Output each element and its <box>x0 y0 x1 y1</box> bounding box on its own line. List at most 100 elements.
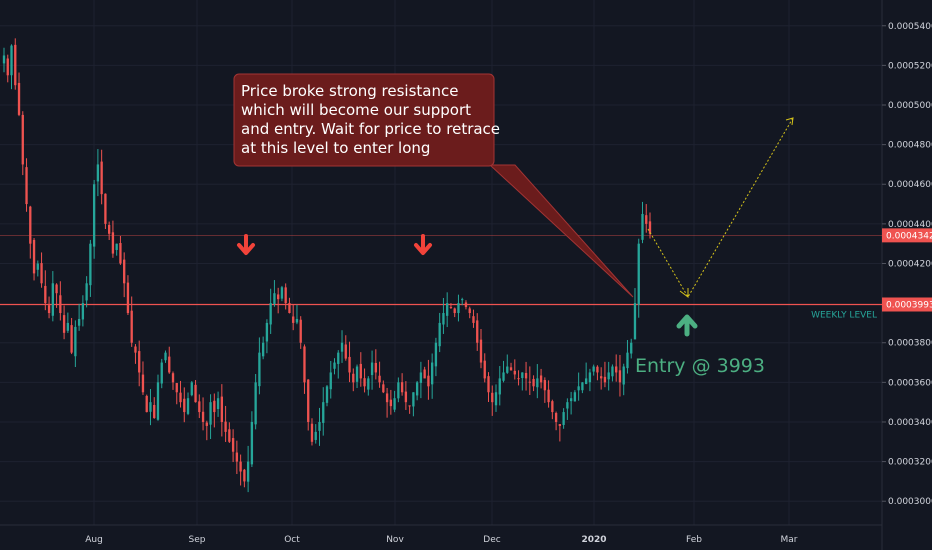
candle[interactable] <box>201 397 205 431</box>
candle[interactable] <box>479 328 483 369</box>
candle[interactable] <box>389 389 393 415</box>
candle[interactable] <box>164 350 167 363</box>
candle[interactable] <box>528 366 531 396</box>
candle[interactable] <box>314 424 317 444</box>
candle[interactable] <box>453 307 456 318</box>
candle[interactable] <box>554 411 558 431</box>
candle[interactable] <box>400 373 404 396</box>
candle[interactable] <box>536 364 539 399</box>
candle[interactable] <box>85 276 88 308</box>
candle[interactable] <box>14 38 17 90</box>
candle[interactable] <box>359 352 362 387</box>
candle[interactable] <box>74 320 77 368</box>
candle[interactable] <box>141 361 145 395</box>
candle[interactable] <box>622 363 625 396</box>
candle[interactable] <box>51 271 54 322</box>
candle[interactable] <box>111 220 115 258</box>
candle[interactable] <box>427 359 430 400</box>
candle[interactable] <box>303 344 306 394</box>
candle[interactable] <box>130 296 133 347</box>
candle[interactable] <box>25 158 28 212</box>
candle[interactable] <box>517 370 520 386</box>
candle[interactable] <box>329 360 332 399</box>
candles[interactable] <box>2 38 652 493</box>
candle[interactable] <box>66 312 70 333</box>
candle[interactable] <box>543 377 547 403</box>
candle[interactable] <box>277 287 280 314</box>
candle[interactable] <box>32 238 36 281</box>
candle[interactable] <box>325 384 329 407</box>
candle[interactable] <box>292 304 295 331</box>
candle[interactable] <box>603 361 607 388</box>
candle[interactable] <box>322 387 325 436</box>
candle[interactable] <box>641 201 644 244</box>
candle[interactable] <box>295 304 299 325</box>
candle[interactable] <box>107 221 111 241</box>
projection-path[interactable] <box>647 117 794 298</box>
candle[interactable] <box>123 252 126 298</box>
candle[interactable] <box>648 212 652 239</box>
candle[interactable] <box>77 303 81 331</box>
candle[interactable] <box>145 394 148 413</box>
candle[interactable] <box>280 285 284 302</box>
candle[interactable] <box>461 297 464 306</box>
candle[interactable] <box>340 330 344 363</box>
candle[interactable] <box>96 149 100 197</box>
candle[interactable] <box>138 340 141 387</box>
candle[interactable] <box>539 368 543 389</box>
candle[interactable] <box>44 270 47 311</box>
candle[interactable] <box>618 354 622 397</box>
callout[interactable]: Price broke strong resistance which will… <box>233 73 634 298</box>
candle[interactable] <box>194 380 197 403</box>
candle[interactable] <box>558 423 562 442</box>
candle[interactable] <box>532 375 535 392</box>
candle[interactable] <box>231 429 235 463</box>
candle[interactable] <box>258 337 261 395</box>
candle[interactable] <box>134 344 137 364</box>
candle[interactable] <box>498 366 501 406</box>
candle[interactable] <box>596 365 599 381</box>
candle[interactable] <box>21 111 24 176</box>
candle[interactable] <box>404 381 408 410</box>
candle[interactable] <box>36 260 39 277</box>
candle[interactable] <box>419 361 423 399</box>
candle[interactable] <box>209 394 212 440</box>
candle[interactable] <box>415 380 419 401</box>
candle[interactable] <box>600 367 603 390</box>
candle[interactable] <box>59 281 62 321</box>
candle[interactable] <box>569 391 573 415</box>
candle[interactable] <box>273 280 276 307</box>
candle[interactable] <box>246 445 250 493</box>
candle[interactable] <box>216 391 220 417</box>
candle[interactable] <box>449 303 453 310</box>
candle[interactable] <box>17 72 21 117</box>
candle[interactable] <box>637 238 640 318</box>
candle[interactable] <box>168 346 171 374</box>
candle[interactable] <box>382 380 385 394</box>
candle[interactable] <box>47 296 51 319</box>
candle[interactable] <box>633 288 637 340</box>
candle[interactable] <box>457 294 460 322</box>
candle[interactable] <box>607 361 610 391</box>
candle[interactable] <box>573 390 577 402</box>
candle[interactable] <box>2 47 6 73</box>
candle[interactable] <box>393 390 396 413</box>
candle[interactable] <box>615 354 618 382</box>
candle[interactable] <box>119 236 122 265</box>
y-axis[interactable]: 0.0005400 0.0005200 0.0005000 0.0004800 0.00… <box>882 22 932 507</box>
candle[interactable] <box>126 275 130 316</box>
x-axis[interactable]: Aug Sep Oct Nov Dec 2020 Feb Mar <box>85 535 798 545</box>
candle[interactable] <box>115 243 118 256</box>
candle[interactable] <box>521 372 524 391</box>
candle[interactable] <box>502 360 505 383</box>
candle[interactable] <box>6 54 9 83</box>
candle[interactable] <box>228 422 231 443</box>
candle[interactable] <box>198 394 201 419</box>
candle[interactable] <box>213 393 216 428</box>
candle[interactable] <box>412 392 415 417</box>
candle[interactable] <box>153 397 156 419</box>
candle[interactable] <box>378 361 381 388</box>
candle[interactable] <box>239 454 242 486</box>
candle[interactable] <box>491 385 494 416</box>
candle[interactable] <box>483 353 486 383</box>
